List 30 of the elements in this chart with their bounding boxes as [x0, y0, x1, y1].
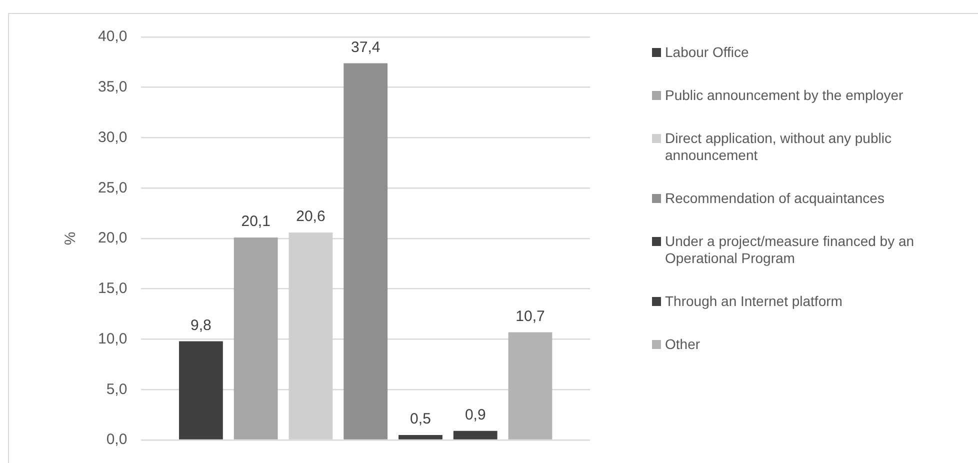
legend-label: Recommendation of acquaintances	[665, 190, 886, 207]
bar	[453, 430, 498, 440]
y-tick-label: 5,0	[106, 380, 128, 398]
y-tick-label: 35,0	[98, 78, 128, 96]
bar	[234, 237, 278, 440]
y-tick-label: 25,0	[98, 179, 128, 196]
legend-label: Other	[665, 336, 702, 353]
bar	[344, 63, 388, 440]
y-tick-label: 30,0	[98, 128, 128, 146]
y-tick-label: 10,0	[98, 330, 128, 348]
bar	[178, 341, 223, 440]
legend-label: Through an Internet platform	[665, 293, 844, 310]
data-label: 37,4	[350, 38, 380, 56]
bar	[508, 332, 552, 440]
data-label: 9,8	[190, 316, 212, 334]
data-label: 20,6	[296, 208, 326, 226]
bar	[398, 434, 442, 440]
legend-label: Labour Office	[665, 44, 750, 61]
y-tick-label: 40,0	[98, 28, 128, 46]
legend-label: Public announcement by the employer	[665, 87, 904, 104]
data-label: 20,1	[241, 213, 270, 230]
legend-label: Under a project/measure financed by an Operational Program	[665, 233, 916, 267]
y-tick-label: 0,0	[106, 431, 128, 448]
data-label: 10,7	[516, 308, 545, 325]
y-tick-label: 15,0	[98, 280, 128, 298]
y-tick-label: 20,0	[98, 230, 128, 247]
data-label: 0,9	[464, 406, 486, 424]
y-axis-title: %	[62, 232, 80, 246]
legend-label: Direct application, without any public announcement	[665, 130, 892, 164]
data-label: 0,5	[410, 410, 431, 428]
